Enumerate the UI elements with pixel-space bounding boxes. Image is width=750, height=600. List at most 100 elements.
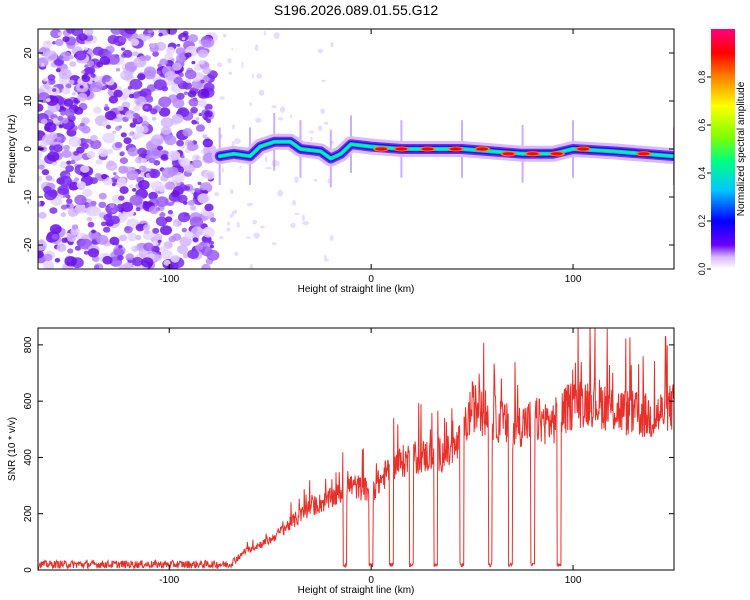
faint-blob [227, 221, 230, 226]
noise-blob [201, 263, 211, 269]
noise-blob [66, 198, 73, 204]
spectrogram-xlabel: Height of straight line (km) [298, 284, 415, 295]
faint-blob [219, 96, 225, 100]
noise-blob [49, 207, 58, 214]
noise-blob [61, 87, 71, 95]
noise-blob [148, 191, 158, 200]
faint-blob [271, 242, 277, 245]
noise-blob [44, 126, 51, 132]
noise-blob [137, 147, 147, 156]
noise-blob [39, 141, 48, 148]
noise-blob [176, 139, 185, 147]
noise-blob [195, 117, 200, 121]
noise-blob [187, 249, 199, 259]
noise-blob [103, 106, 110, 111]
noise-blob [202, 138, 213, 148]
faint-blob [317, 125, 323, 131]
noise-blob [199, 182, 213, 193]
faint-blob [221, 167, 224, 173]
faint-blob [246, 202, 254, 207]
noise-blob [66, 233, 77, 242]
noise-blob [45, 98, 51, 103]
noise-blob [119, 186, 129, 195]
faint-blob [271, 105, 277, 109]
noise-blob [64, 108, 75, 118]
noise-blob [145, 95, 153, 102]
noise-blob [57, 185, 69, 195]
noise-blob [173, 76, 183, 85]
noise-blob [71, 29, 84, 37]
noise-blob [109, 215, 120, 225]
colorbar-tick-label: 0.0 [697, 263, 707, 276]
noise-blob [138, 180, 150, 190]
noise-blob [129, 78, 143, 90]
noise-blob [91, 229, 96, 234]
noise-blob [179, 236, 192, 247]
noise-blob [158, 32, 163, 37]
faint-blob [310, 136, 313, 142]
faint-blob [302, 221, 310, 226]
noise-blob [160, 225, 172, 236]
colorbar-tick-label: 0.4 [697, 167, 707, 180]
faint-blob [265, 166, 272, 170]
faint-blob [229, 189, 234, 195]
noise-blob [177, 194, 188, 204]
noise-blob [49, 224, 62, 235]
faint-blob [317, 48, 324, 54]
noise-blob [159, 58, 168, 66]
faint-blob [277, 189, 284, 197]
faint-blob [323, 121, 329, 125]
noise-blob [177, 244, 189, 255]
noise-blob [150, 134, 164, 146]
noise-blob [111, 182, 116, 187]
noise-blob [184, 69, 197, 80]
noise-blob [141, 257, 154, 268]
noise-blob [94, 264, 100, 269]
noise-blob [81, 75, 91, 83]
noise-blob [137, 73, 146, 81]
noise-blob [85, 66, 96, 75]
noise-blob [80, 122, 85, 127]
faint-blob [246, 236, 251, 239]
noise-blob [61, 149, 72, 158]
noise-blob [74, 50, 87, 61]
noise-blob [63, 144, 70, 151]
faint-blob [330, 42, 334, 48]
noise-blob [132, 51, 139, 57]
noise-blob [38, 249, 44, 259]
noise-blob [124, 262, 132, 269]
noise-blob [127, 211, 134, 218]
noise-blob [125, 110, 137, 120]
noise-blob [191, 119, 197, 125]
noise-blob [43, 253, 53, 262]
faint-blob [234, 251, 239, 256]
noise-blob [188, 34, 199, 43]
snr-background [38, 328, 674, 570]
noise-blob [147, 29, 154, 34]
noise-blob [176, 92, 185, 100]
faint-blob [276, 160, 280, 167]
snr-xlabel: Height of straight line (km) [298, 585, 415, 596]
colorbar: 0.0 0.2 0.4 0.6 0.8 Normalized spectral ampl… [697, 29, 747, 275]
colorbar-gradient [711, 29, 735, 269]
noise-blob [88, 230, 99, 239]
faint-blob [254, 44, 259, 51]
y-tick-label: 400 [23, 449, 34, 466]
faint-blob [223, 33, 227, 38]
noise-blob [172, 222, 177, 226]
noise-blob [96, 61, 103, 68]
noise-blob [149, 43, 156, 48]
faint-blob [292, 199, 296, 206]
noise-blob [49, 132, 58, 140]
hot-spot-core [637, 152, 650, 156]
noise-blob [74, 177, 80, 182]
noise-blob [191, 226, 204, 237]
noise-blob [90, 81, 103, 93]
noise-blob [90, 73, 96, 78]
noise-blob [68, 136, 82, 147]
noise-blob [189, 216, 203, 228]
faint-blob [249, 102, 252, 107]
noise-blob [208, 240, 215, 245]
noise-blob [104, 110, 117, 121]
y-tick-label: -10 [23, 189, 34, 204]
